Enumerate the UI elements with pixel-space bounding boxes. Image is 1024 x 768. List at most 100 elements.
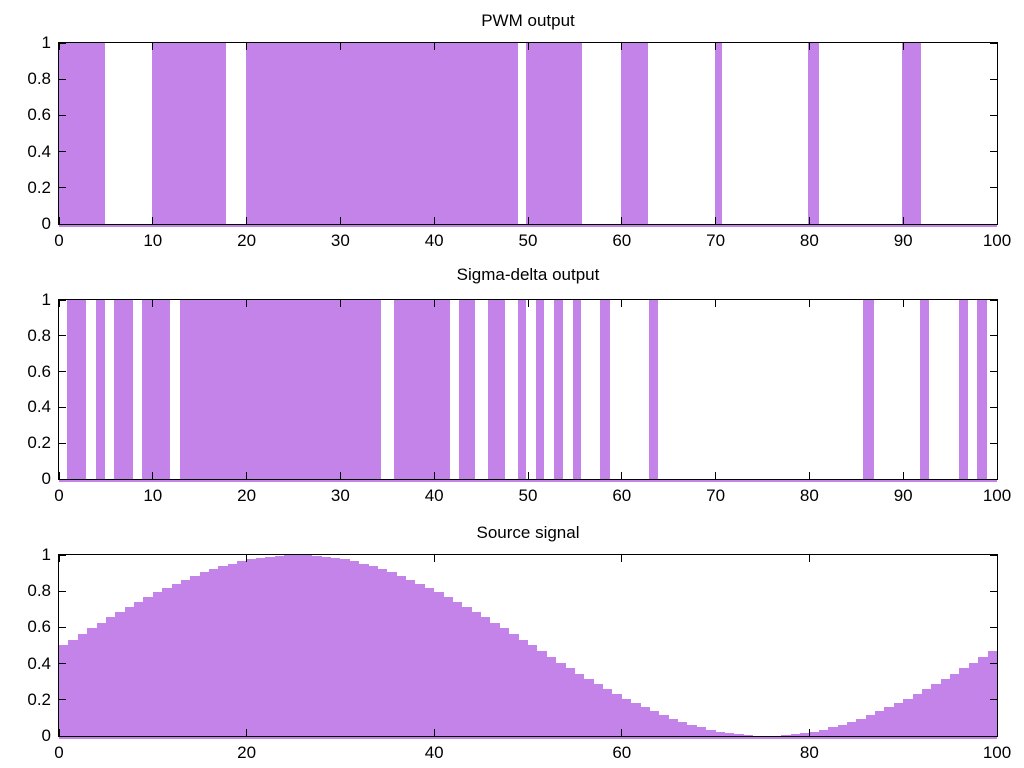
y-tick-mark (59, 626, 66, 628)
y-tick-mark (59, 114, 66, 116)
source-sample-bar (481, 617, 490, 736)
pwm-on-bar (245, 43, 518, 224)
source-sample-bar (528, 645, 537, 736)
source-sample-bar (369, 566, 378, 736)
source-sample-bar (200, 572, 209, 736)
source-sample-bar (641, 707, 650, 736)
source-sample-bar (950, 674, 959, 736)
source-sample-bar (87, 628, 97, 736)
source-sample-bar (856, 719, 866, 736)
x-tick-label: 90 (893, 231, 913, 250)
sigma-delta-on-bar (141, 300, 170, 479)
source-sample-bar (931, 684, 941, 736)
y-tick-mark (59, 223, 66, 225)
y-tick-mark-mirror (990, 151, 997, 153)
y-tick-mark (59, 335, 66, 337)
x-tick-label: 0 (54, 486, 64, 505)
x-tick-label: 10 (143, 231, 163, 250)
y-tick-mark-mirror (990, 590, 997, 592)
y-tick-label: 0.4 (27, 397, 51, 417)
x-tick-mark (433, 217, 435, 224)
y-tick-label: 0.4 (27, 141, 51, 161)
source-sample-bar (725, 733, 734, 736)
source-sample-bar (903, 699, 913, 736)
x-tick-label: 80 (799, 743, 819, 762)
source-sample-bar (143, 597, 153, 736)
source-sample-bar (490, 623, 500, 736)
x-tick-label: 100 (982, 486, 1012, 505)
y-tick-mark-mirror (990, 223, 997, 225)
sigma-delta-on-bar (114, 300, 134, 479)
pwm-plot-title: PWM output (481, 11, 575, 30)
x-tick-label: 60 (612, 231, 632, 250)
x-tick-mark-mirror (339, 300, 341, 307)
x-tick-mark (715, 472, 717, 479)
x-tick-label: 40 (424, 486, 444, 505)
source-sample-bar (406, 580, 415, 736)
source-sample-bar (744, 735, 753, 736)
source-sample-bar (734, 734, 744, 736)
sigma-delta-plot-title: Sigma-delta output (456, 265, 600, 284)
y-tick-label: 0 (41, 469, 51, 488)
x-tick-mark-mirror (58, 555, 60, 562)
x-tick-mark-mirror (246, 555, 248, 562)
x-tick-label: 20 (237, 743, 257, 762)
y-tick-mark (59, 478, 66, 480)
x-tick-mark (527, 472, 529, 479)
source-sample-bar (687, 725, 697, 736)
sigma-delta-on-bar (649, 300, 659, 479)
source-sample-bar (172, 584, 181, 736)
y-tick-mark-mirror (990, 371, 997, 373)
source-sample-bar (303, 555, 312, 736)
x-tick-label: 30 (330, 231, 350, 250)
x-tick-mark (996, 217, 998, 224)
x-tick-mark (58, 472, 60, 479)
y-tick-mark (59, 554, 66, 556)
x-tick-label: 40 (424, 743, 444, 762)
source-sample-bar (781, 735, 791, 736)
source-sample-bar (462, 607, 472, 736)
x-tick-mark (339, 472, 341, 479)
source-sample-bar (913, 694, 922, 736)
source-sample-bar (68, 640, 78, 736)
source-sample-bar (519, 640, 528, 736)
x-tick-label: 50 (518, 486, 538, 505)
x-tick-label: 10 (143, 486, 163, 505)
x-tick-mark (621, 217, 623, 224)
sigma-delta-on-bar (958, 300, 968, 479)
source-sample-bar (228, 564, 237, 736)
x-tick-mark-mirror (621, 43, 623, 50)
source-sample-bar (631, 703, 641, 736)
x-tick-mark-mirror (808, 43, 810, 50)
source-sample-bar (125, 607, 134, 736)
source-sample-bar (115, 612, 125, 736)
x-tick-mark (58, 729, 60, 736)
source-sample-bar (444, 597, 453, 736)
source-sample-bar (650, 711, 659, 736)
pwm-on-bar (151, 43, 226, 224)
y-tick-mark-mirror (990, 663, 997, 665)
source-sample-bar (894, 703, 903, 736)
x-tick-mark (433, 729, 435, 736)
source-sample-bar (547, 657, 556, 736)
source-sample-bar (312, 556, 322, 736)
y-tick-mark (59, 699, 66, 701)
source-sample-bar (697, 727, 706, 736)
y-tick-label: 0.8 (27, 325, 51, 345)
source-sample-bar (959, 668, 969, 736)
pwm-on-bar (807, 43, 819, 224)
source-sample-bar (472, 612, 481, 736)
sigma-delta-on-bar (600, 300, 610, 479)
source-sample-bar (537, 651, 547, 736)
x-tick-mark (152, 217, 154, 224)
source-sample-bar (884, 707, 894, 736)
source-sample-bar (828, 727, 838, 736)
zero-level-line (59, 225, 997, 227)
x-tick-mark (246, 217, 248, 224)
source-sample-bar (809, 732, 819, 736)
x-tick-mark-mirror (433, 555, 435, 562)
sigma-delta-on-bar (487, 300, 506, 479)
pwm-on-bar (620, 43, 649, 224)
sigma-delta-on-bar (95, 300, 105, 479)
x-tick-label: 20 (237, 486, 257, 505)
